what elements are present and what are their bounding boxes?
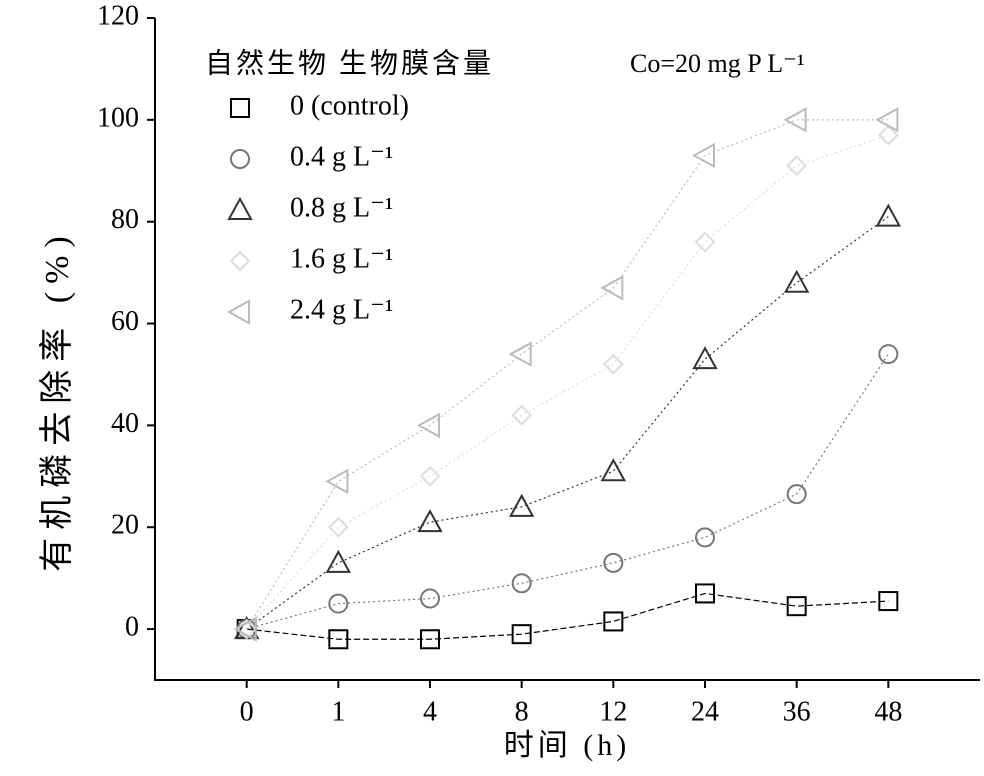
marker	[783, 269, 810, 293]
series-line	[246, 353, 889, 630]
marker	[600, 458, 627, 482]
marker	[233, 616, 257, 642]
x-tick-label: 4	[423, 696, 437, 727]
marker	[603, 552, 624, 573]
x-tick-label: 24	[691, 696, 719, 727]
axes	[154, 18, 980, 681]
legend-title: 自然生物 生物膜含量	[205, 47, 494, 79]
annotation: Co=20 mg P L⁻¹	[630, 49, 805, 78]
marker	[511, 404, 533, 426]
legend-label: 0.4 g L⁻¹	[290, 141, 393, 172]
marker	[878, 344, 899, 365]
marker	[420, 588, 440, 609]
series-line	[246, 119, 889, 630]
marker	[328, 629, 349, 650]
marker	[328, 593, 349, 614]
y-tick-label: 100	[97, 102, 139, 133]
legend-label: 0.8 g L⁻¹	[290, 192, 393, 223]
y-tick-label: 40	[111, 408, 139, 439]
marker	[786, 155, 808, 177]
y-tick-label: 0	[125, 611, 139, 642]
marker	[230, 98, 250, 118]
marker	[227, 196, 253, 220]
marker	[325, 468, 349, 495]
marker	[230, 149, 250, 169]
marker	[875, 203, 902, 227]
x-tick-label: 36	[783, 696, 811, 727]
marker	[786, 484, 807, 505]
marker	[229, 250, 251, 272]
marker	[603, 611, 624, 632]
x-tick-label: 1	[331, 696, 345, 727]
marker	[511, 573, 532, 594]
marker	[417, 509, 443, 533]
marker	[694, 231, 716, 253]
marker	[692, 346, 718, 370]
marker	[875, 107, 899, 133]
marker	[786, 596, 807, 617]
legend-label: 2.4 g L⁻¹	[290, 294, 393, 325]
marker	[695, 527, 715, 548]
marker	[226, 299, 250, 325]
x-tick-label: 48	[874, 696, 902, 727]
marker	[695, 583, 715, 604]
series-line	[246, 216, 889, 630]
marker	[511, 624, 532, 645]
y-axis-label: 有机磷去除率 (%)	[38, 228, 76, 571]
x-axis-label: 时间 (h)	[504, 729, 630, 762]
marker	[325, 549, 352, 573]
y-tick-label: 80	[111, 204, 139, 235]
x-tick-label: 8	[515, 696, 529, 727]
marker	[420, 629, 440, 650]
marker	[600, 275, 624, 301]
marker	[508, 493, 535, 517]
y-tick-label: 60	[111, 306, 139, 337]
marker	[419, 465, 441, 487]
x-tick-label: 0	[240, 696, 254, 727]
y-tick-label: 120	[97, 0, 139, 31]
legend-label: 0 (control)	[290, 90, 409, 121]
x-tick-label: 12	[599, 696, 627, 727]
marker	[691, 142, 715, 169]
marker	[508, 341, 532, 367]
marker	[416, 412, 440, 439]
legend-label: 1.6 g L⁻¹	[290, 243, 393, 274]
marker	[877, 124, 899, 146]
marker	[783, 107, 807, 133]
y-tick-label: 20	[111, 510, 139, 541]
series-line	[246, 592, 889, 640]
marker	[602, 353, 624, 375]
marker	[878, 591, 899, 612]
marker	[327, 516, 349, 538]
